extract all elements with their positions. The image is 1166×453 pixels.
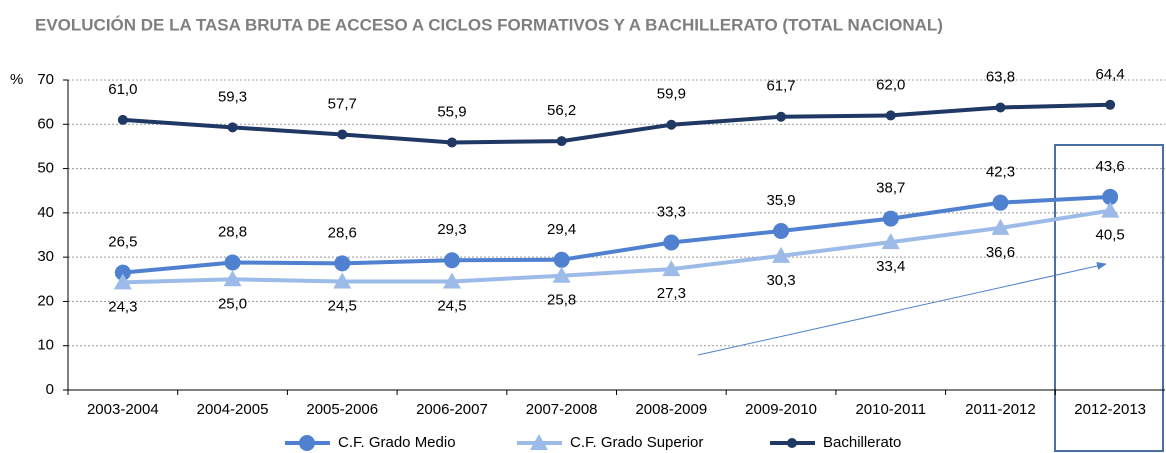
data-point (663, 234, 680, 251)
data-point (333, 272, 352, 289)
y-tick-label: 40 (37, 204, 54, 221)
data-point (1105, 99, 1116, 110)
data-label: 25,0 (218, 295, 247, 312)
legend-label: Bachillerato (823, 434, 901, 451)
y-tick-label: 60 (37, 115, 54, 132)
data-label: 29,3 (437, 221, 466, 238)
x-tick-label: 2005-2006 (306, 401, 378, 418)
x-tick-label: 2003-2004 (87, 401, 159, 418)
data-point (881, 233, 900, 250)
data-label: 35,9 (766, 192, 795, 209)
data-point (446, 137, 457, 148)
data-label: 59,3 (218, 88, 247, 105)
y-tick-label: 50 (37, 160, 54, 177)
data-label: 61,7 (766, 78, 795, 95)
data-label: 55,9 (437, 103, 466, 120)
data-label: 61,0 (108, 81, 137, 98)
data-point (442, 272, 461, 289)
data-label: 36,6 (986, 244, 1015, 261)
data-point (113, 273, 132, 290)
data-point (662, 260, 681, 277)
data-label: 63,8 (986, 68, 1015, 85)
data-label: 26,5 (108, 234, 137, 251)
y-tick-label: 0 (46, 381, 54, 398)
data-label: 33,4 (876, 258, 905, 275)
legend-marker (787, 438, 797, 448)
x-tick-label: 2007-2008 (526, 401, 598, 418)
data-label: 56,2 (547, 102, 576, 119)
data-point (772, 246, 791, 263)
data-point (556, 136, 567, 147)
data-label: 42,3 (986, 164, 1015, 181)
data-point (227, 122, 238, 133)
y-tick-label: 20 (37, 292, 54, 309)
data-point (443, 252, 460, 269)
x-tick-label: 2012-2013 (1074, 401, 1146, 418)
data-label: 24,3 (108, 298, 137, 315)
legend-marker (530, 434, 548, 450)
x-tick-label: 2008-2009 (635, 401, 707, 418)
data-point (882, 210, 899, 227)
data-point (114, 264, 131, 281)
data-point (885, 110, 896, 121)
y-tick-label: 70 (37, 71, 54, 88)
y-tick-label: 10 (37, 337, 54, 354)
y-tick-label: 30 (37, 248, 54, 265)
legend-label: C.F. Grado Medio (338, 434, 456, 451)
x-tick-label: 2004-2005 (197, 401, 269, 418)
x-tick-label: 2006-2007 (416, 401, 488, 418)
series-line (122, 102, 1111, 145)
data-point (224, 254, 241, 271)
data-label: 40,5 (1096, 227, 1125, 244)
data-point (773, 223, 790, 240)
data-label: 28,6 (328, 224, 357, 241)
x-tick-label: 2009-2010 (745, 401, 817, 418)
data-label: 30,3 (766, 272, 795, 289)
data-point (223, 270, 242, 287)
data-label: 62,0 (876, 76, 905, 93)
data-label: 59,9 (657, 86, 686, 103)
data-label: 29,4 (547, 221, 576, 238)
data-point (995, 102, 1006, 113)
data-label: 38,7 (876, 180, 905, 197)
data-point (553, 251, 570, 268)
data-label: 33,3 (657, 203, 686, 220)
data-label: 64,4 (1096, 66, 1125, 83)
series-line (122, 208, 1111, 285)
data-label: 25,8 (547, 292, 576, 309)
data-point (666, 119, 677, 130)
data-point (1101, 201, 1120, 218)
data-point (552, 266, 571, 283)
legend-label: C.F. Grado Superior (570, 434, 703, 451)
series-line (122, 194, 1111, 275)
data-label: 28,8 (218, 223, 247, 240)
x-tick-label: 2010-2011 (855, 401, 926, 418)
data-point (334, 255, 351, 272)
highlight-box (1054, 144, 1164, 452)
annotation-arrow (697, 262, 1107, 356)
data-point (992, 194, 1009, 211)
data-point (991, 218, 1010, 235)
data-label: 57,7 (328, 95, 357, 112)
data-label: 24,5 (328, 297, 357, 314)
data-point (117, 114, 128, 125)
data-label: 24,5 (437, 297, 466, 314)
legend-marker (299, 435, 315, 451)
data-point (337, 129, 348, 140)
data-point (1102, 188, 1119, 205)
x-tick-label: 2011-2012 (965, 401, 1036, 418)
y-axis-label: % (10, 71, 23, 88)
data-label: 43,6 (1096, 158, 1125, 175)
data-point (776, 111, 787, 122)
chart-title: EVOLUCIÓN DE LA TASA BRUTA DE ACCESO A C… (35, 15, 943, 34)
data-label: 27,3 (657, 285, 686, 302)
